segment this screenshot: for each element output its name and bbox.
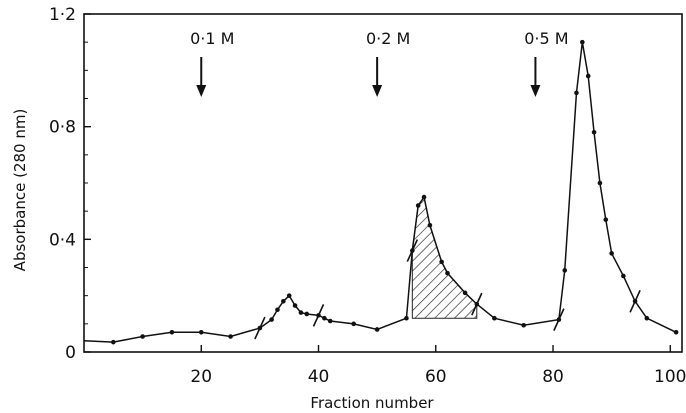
salt-step-label: 0·5 M: [524, 29, 568, 48]
salt-step-label: 0·2 M: [366, 29, 410, 48]
data-point: [445, 270, 450, 276]
salt-step-label: 0·1 M: [190, 29, 234, 48]
data-point: [585, 73, 591, 79]
y-tick-label: 0: [65, 343, 76, 363]
data-point: [351, 321, 356, 327]
arrow-head-icon: [530, 85, 541, 97]
data-point: [597, 180, 603, 186]
data-point: [439, 259, 444, 265]
pool-mark: [553, 308, 565, 331]
x-tick-label: 80: [542, 367, 564, 387]
arrow-head-icon: [372, 85, 383, 97]
plot-area: 0 0·4 0·8 1·2 20 40 60 80 100 0·1 M 0·2 M 0·5 M: [49, 5, 686, 387]
pool-mark: [312, 304, 325, 327]
y-tick-label: 0·4: [49, 230, 76, 250]
x-tick-label: 60: [425, 367, 447, 387]
pool-mark: [471, 292, 483, 316]
data-point: [281, 299, 286, 304]
pool-mark: [406, 239, 419, 262]
data-point: [327, 318, 333, 324]
data-point: [591, 130, 597, 135]
x-tick-label: 100: [654, 367, 686, 387]
data-point: [304, 311, 310, 317]
y-tick-label: 1·2: [49, 5, 76, 25]
data-point: [404, 315, 409, 321]
data-point: [275, 307, 280, 313]
data-point: [228, 334, 233, 339]
data-point: [562, 268, 568, 273]
data-point: [492, 315, 497, 321]
data-point: [169, 329, 175, 335]
data-point: [521, 322, 527, 328]
data-point: [322, 315, 327, 321]
arrow-head-icon: [196, 85, 207, 97]
data-point: [462, 290, 468, 296]
plot-frame: [83, 13, 683, 353]
pool-mark: [629, 289, 641, 313]
data-point: [286, 293, 292, 298]
data-point: [415, 203, 421, 208]
data-point: [621, 273, 626, 279]
data-point: [198, 329, 204, 335]
y-tick-label: 0·8: [49, 118, 76, 138]
data-point: [298, 310, 304, 315]
data-point: [111, 339, 116, 345]
data-point: [374, 327, 380, 332]
x-tick-label: 40: [308, 367, 330, 387]
data-point: [140, 334, 145, 339]
data-point: [644, 315, 650, 321]
y-axis-title: Absorbance (280 nm): [11, 109, 29, 272]
data-point: [421, 194, 427, 200]
data-point: [292, 303, 298, 308]
data-point: [609, 251, 614, 256]
data-point: [603, 217, 609, 222]
data-point: [427, 222, 433, 228]
data-point: [673, 329, 679, 335]
shaded-peak-region: [411, 195, 478, 319]
x-axis-title: Fraction number: [310, 394, 434, 412]
x-tick-label: 20: [190, 367, 212, 387]
data-point: [580, 39, 585, 45]
data-point: [574, 90, 579, 96]
pool-mark: [254, 316, 266, 340]
data-point: [269, 317, 274, 322]
